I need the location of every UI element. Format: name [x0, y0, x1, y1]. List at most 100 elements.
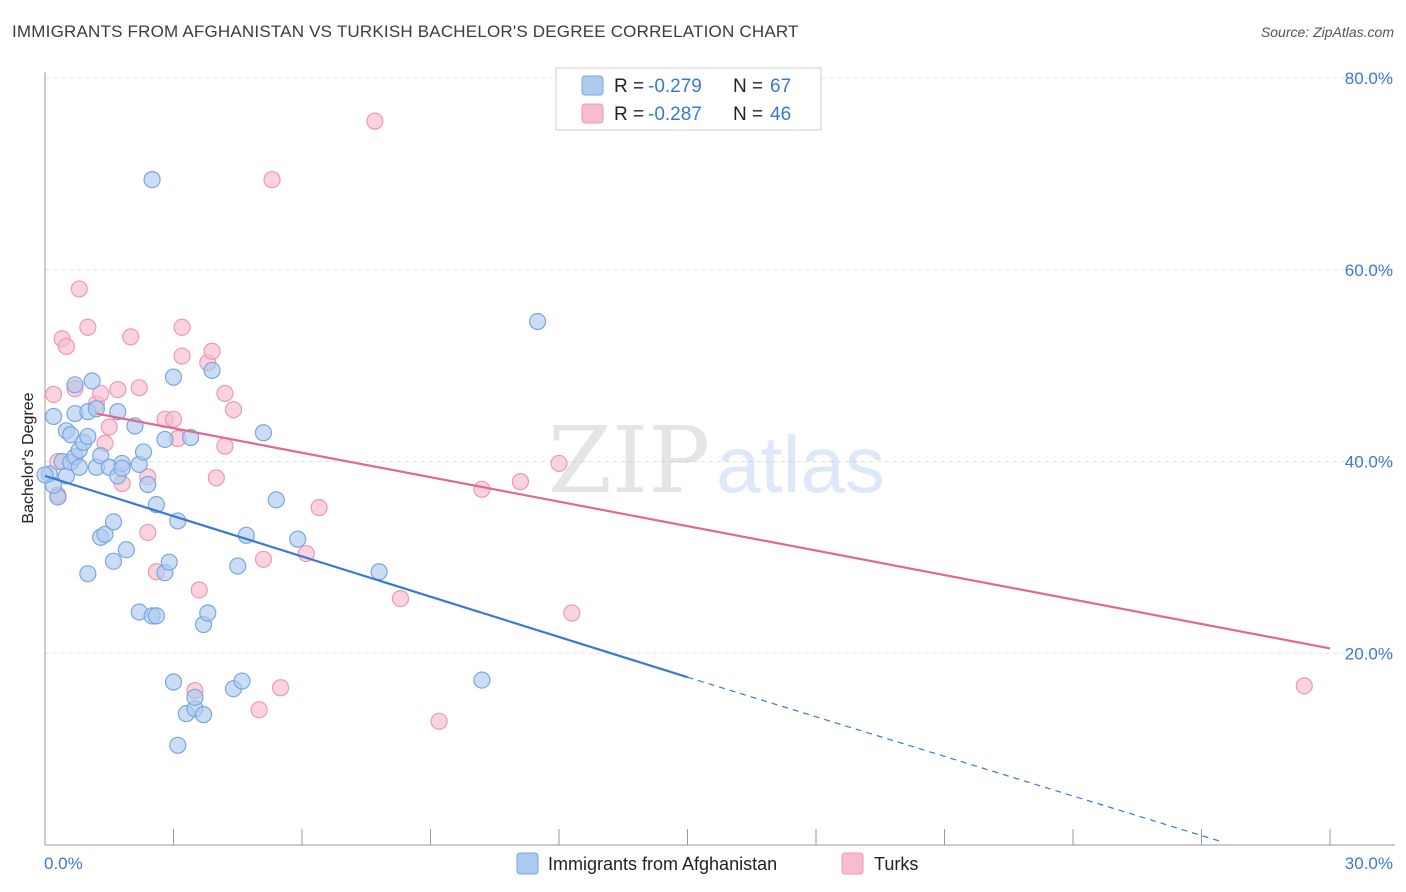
point-afghanistan [289, 530, 307, 548]
chart-title: IMMIGRANTS FROM AFGHANISTAN VS TURKISH B… [12, 22, 799, 41]
point-turks [203, 342, 221, 360]
point-turks [1295, 677, 1313, 695]
point-afghanistan [104, 513, 123, 531]
point-turks [310, 498, 328, 517]
legend-r-label-afghanistan: R = [614, 76, 644, 97]
watermark: ZIP atlas [548, 407, 885, 514]
point-afghanistan [83, 372, 101, 390]
legend-n-label-afghanistan: N = [733, 76, 763, 97]
point-turks [550, 454, 568, 473]
point-afghanistan [528, 312, 547, 331]
legend-swatch-turks [581, 103, 604, 124]
point-turks [430, 712, 448, 730]
point-afghanistan [96, 525, 114, 543]
point-afghanistan [44, 407, 63, 426]
point-turks [70, 280, 88, 298]
point-turks [44, 385, 63, 403]
point-afghanistan [79, 565, 97, 583]
watermark-atlas: atlas [716, 420, 885, 509]
point-afghanistan [267, 491, 285, 509]
legend-r-value-afghanistan: -0.279 [648, 76, 702, 97]
bottom-legend-swatch-turks [841, 852, 864, 875]
point-turks [139, 523, 157, 542]
point-turks [57, 337, 76, 356]
watermark-zip: ZIP [548, 407, 710, 514]
point-afghanistan [370, 563, 388, 581]
point-turks [224, 401, 243, 419]
point-afghanistan [87, 400, 106, 418]
point-turks [271, 679, 290, 697]
point-afghanistan [92, 447, 110, 465]
trendline-afghanistan-extension [687, 676, 1224, 843]
bottom-legend-label-afghanistan: Immigrants from Afghanistan [548, 854, 777, 874]
point-turks [190, 581, 208, 599]
point-turks [100, 418, 118, 436]
bottom-legend-swatch-afghanistan [516, 852, 539, 875]
point-turks [122, 328, 140, 346]
point-afghanistan [182, 428, 200, 447]
point-turks [216, 437, 234, 455]
trendline-afghanistan [44, 474, 688, 679]
point-turks [250, 701, 268, 719]
point-afghanistan [229, 557, 247, 575]
legend-n-value-afghanistan: 67 [770, 76, 791, 97]
legend-r-value-turks: -0.287 [648, 104, 702, 125]
point-afghanistan [117, 541, 135, 559]
legend-n-label-turks: N = [733, 104, 763, 125]
point-afghanistan [66, 376, 84, 394]
point-turks [173, 347, 191, 365]
point-afghanistan [156, 430, 174, 449]
point-afghanistan [134, 443, 153, 461]
legend-n-value-turks: 46 [770, 104, 791, 125]
point-afghanistan [199, 604, 217, 622]
point-afghanistan [254, 424, 273, 442]
point-afghanistan [160, 553, 178, 571]
y-tick-label: 40.0% [1345, 453, 1393, 472]
point-afghanistan [164, 368, 183, 386]
legend-r-label-turks: R = [614, 104, 644, 125]
legend-swatch-afghanistan [581, 75, 604, 96]
bottom-legend-label-turks: Turks [874, 854, 918, 874]
y-axis-title: Bachelor's Degree [20, 392, 37, 523]
point-turks [109, 380, 127, 399]
point-turks [79, 318, 97, 336]
point-afghanistan [113, 459, 131, 477]
point-afghanistan [36, 466, 54, 484]
x-axis-ticks [44, 829, 1331, 845]
y-tick-label: 60.0% [1345, 261, 1393, 280]
point-turks [164, 410, 183, 428]
y-tick-labels: 20.0% 40.0% 60.0% 80.0% [1345, 69, 1393, 663]
point-afghanistan [473, 671, 491, 689]
point-afghanistan [164, 673, 183, 691]
bottom-legend: Immigrants from Afghanistan Turks [516, 852, 918, 875]
x-tick-label-min: 0.0% [44, 854, 83, 873]
point-afghanistan [109, 403, 127, 421]
point-turks [473, 480, 491, 498]
point-afghanistan [143, 171, 161, 189]
point-turks [173, 318, 191, 336]
point-turks [366, 112, 384, 130]
point-turks [130, 379, 148, 397]
y-tick-label: 80.0% [1345, 69, 1393, 88]
legend: R = -0.279 N = 67 R = -0.287 N = 46 [555, 67, 822, 131]
point-afghanistan [79, 427, 97, 446]
point-afghanistan [233, 672, 251, 690]
point-afghanistan [194, 706, 213, 724]
point-afghanistan [70, 458, 88, 476]
point-turks [216, 384, 234, 403]
x-tick-label-max: 30.0% [1345, 854, 1393, 873]
point-turks [563, 604, 581, 622]
point-turks [391, 590, 410, 608]
point-afghanistan [147, 607, 165, 625]
point-afghanistan [104, 552, 123, 570]
y-tick-label: 20.0% [1345, 644, 1393, 663]
point-turks [207, 469, 225, 487]
grid-lines [45, 77, 1395, 654]
point-turks [511, 473, 530, 491]
point-afghanistan [203, 361, 221, 380]
trendlines [44, 412, 1331, 843]
source-label: Source: ZipAtlas.com [1260, 24, 1394, 40]
series-afghanistan-points [36, 171, 547, 754]
point-afghanistan [139, 475, 157, 494]
